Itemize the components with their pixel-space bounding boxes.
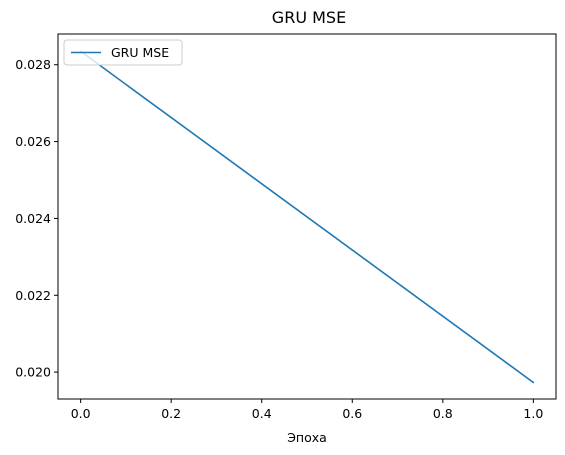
series-line-0 [79,50,535,384]
x-tick-label: 0.2 [161,406,181,421]
chart-title: GRU MSE [272,8,346,27]
y-tick-label: 0.020 [15,365,51,380]
y-tick-label: 0.024 [15,211,51,226]
x-tick-label: 0.6 [342,406,362,421]
y-axis-ticks: 0.020 0.022 0.024 0.026 0.028 [15,57,58,380]
x-axis-ticks: 0.0 0.2 0.4 0.6 0.8 1.0 [71,399,543,421]
legend: GRU MSE [63,39,183,66]
plot-area: 0.0 0.2 0.4 0.6 0.8 1.0 0.0200.0220.0240.0260… [15,33,557,421]
series-group [79,50,535,384]
x-tick-label: 0.8 [433,406,453,421]
legend-label: GRU MSE [111,45,169,60]
legend-box [63,39,183,66]
x-axis-label: Эпоха [287,430,327,445]
y-tick-label: 0.028 [15,57,51,72]
x-tick-label: 0.4 [252,406,272,421]
x-tick-label: 0.0 [71,406,91,421]
y-tick-label: 0.022 [15,288,51,303]
x-tick-label: 1.0 [523,406,543,421]
y-tick-label: 0.026 [15,134,51,149]
